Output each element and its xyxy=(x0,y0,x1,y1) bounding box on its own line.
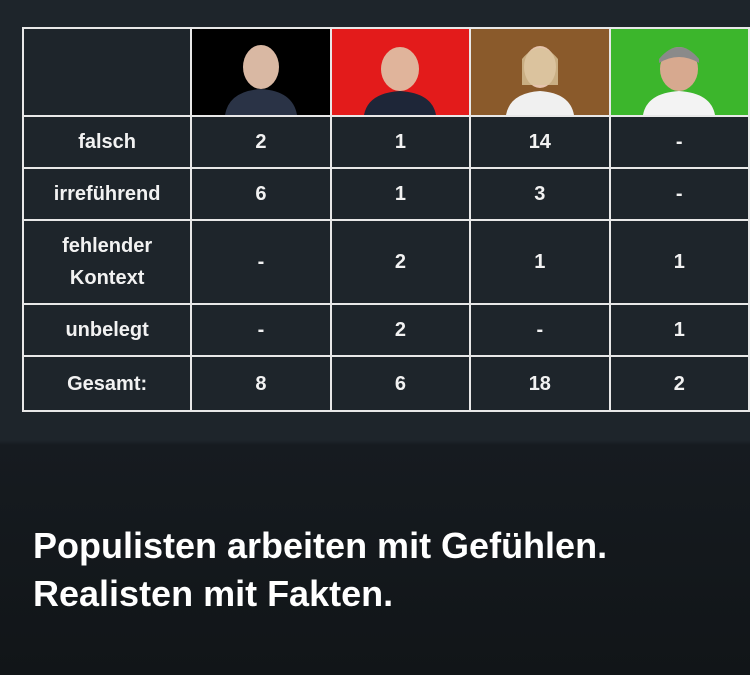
portrait-silhouette xyxy=(505,46,574,115)
table-cell: - xyxy=(190,219,332,305)
header-row xyxy=(21,27,750,117)
row-label: fehlender Kontext xyxy=(21,219,193,305)
portrait xyxy=(608,27,750,117)
table-cell: 2 xyxy=(608,355,750,412)
caption-line: Populisten arbeiten mit Gefühlen. xyxy=(33,525,608,566)
portrait-silhouette xyxy=(643,47,716,115)
row-label: Gesamt: xyxy=(21,355,193,412)
caption-line: Realisten mit Fakten. xyxy=(33,573,394,614)
row-label: falsch xyxy=(21,115,193,169)
table-row: irreführend 6 1 3 - xyxy=(21,167,750,221)
table-cell: - xyxy=(469,303,611,357)
table-row: Gesamt: 8 6 18 2 xyxy=(21,355,750,412)
table-cell: 2 xyxy=(329,219,472,305)
table-row: falsch 2 1 14 - xyxy=(21,115,750,169)
table-cell: - xyxy=(608,115,750,169)
table-cell: - xyxy=(190,303,332,357)
table-cell: 2 xyxy=(190,115,332,169)
fact-check-table: falsch 2 1 14 - irreführend 6 1 3 - fehl… xyxy=(21,27,750,412)
empty-header xyxy=(21,27,193,117)
table-cell: 3 xyxy=(469,167,611,221)
table-row: fehlender Kontext - 2 1 1 xyxy=(21,219,750,305)
row-label: unbelegt xyxy=(21,303,193,357)
table-cell: - xyxy=(608,167,750,221)
table-cell: 1 xyxy=(469,219,611,305)
row-label: irreführend xyxy=(21,167,193,221)
table-row: unbelegt - 2 - 1 xyxy=(21,303,750,357)
table-cell: 6 xyxy=(190,167,332,221)
table-cell: 1 xyxy=(608,219,750,305)
portrait-silhouette xyxy=(364,47,437,115)
portrait xyxy=(469,27,611,117)
table-cell: 18 xyxy=(469,355,611,412)
table-cell: 1 xyxy=(608,303,750,357)
portrait-silhouette xyxy=(224,45,297,115)
table-cell: 1 xyxy=(329,115,472,169)
portrait xyxy=(190,27,332,117)
caption: Populisten arbeiten mit Gefühlen. Realis… xyxy=(33,522,607,618)
table-cell: 2 xyxy=(329,303,472,357)
table-cell: 1 xyxy=(329,167,472,221)
portrait xyxy=(329,27,472,117)
table-cell: 6 xyxy=(329,355,472,412)
table-cell: 8 xyxy=(190,355,332,412)
table-cell: 14 xyxy=(469,115,611,169)
